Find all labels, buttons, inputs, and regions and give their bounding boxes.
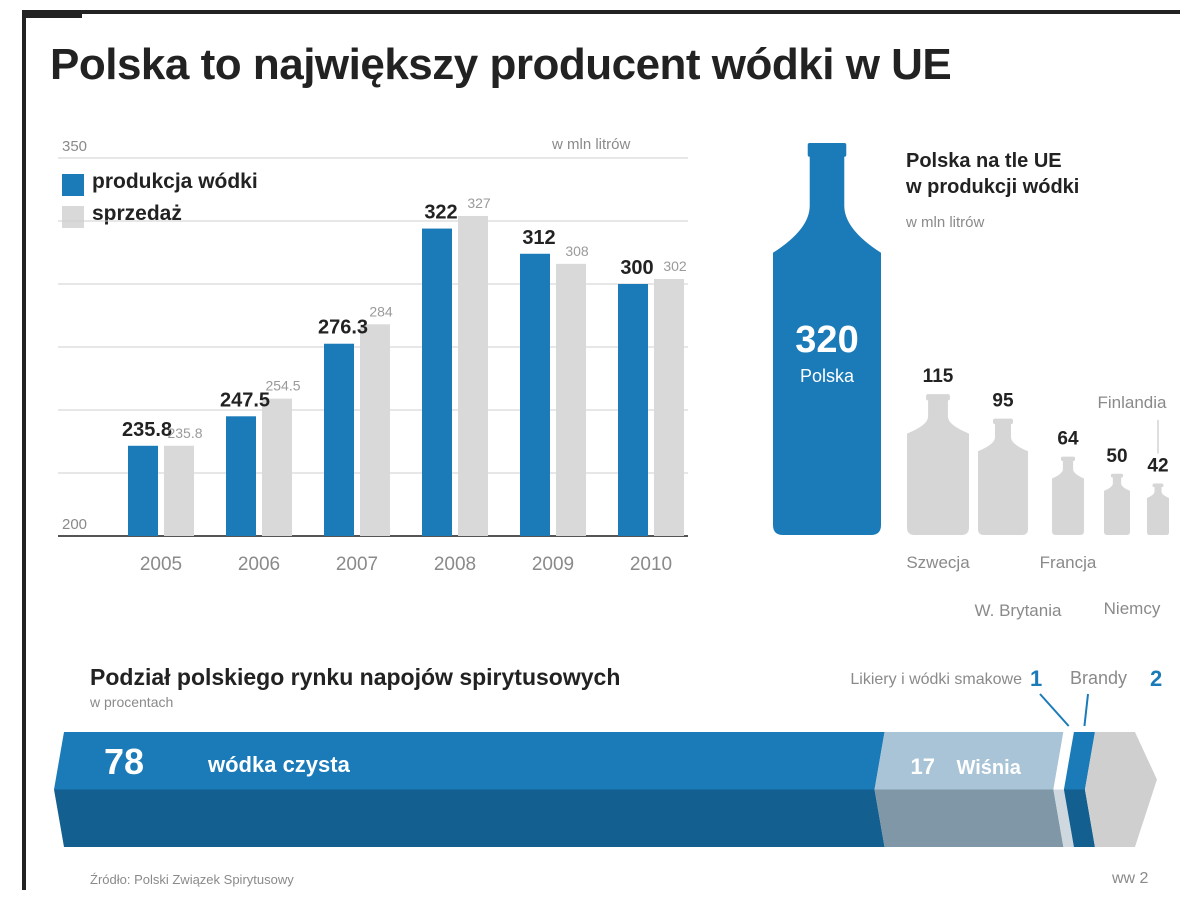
segment-w-dka-czysta: [54, 732, 885, 790]
x-tick-label-2008: 2008: [434, 554, 476, 575]
category-label-francja: Francja: [1040, 553, 1097, 572]
data-label-francja: 64: [1057, 429, 1079, 450]
data-label-production-2010: 300: [620, 257, 653, 279]
chart2-unit-label: w mln litrów: [906, 214, 985, 231]
legend-swatch-production: [62, 174, 84, 196]
credit-note: ww 2: [1112, 870, 1149, 887]
segment-brandy: [1063, 732, 1095, 790]
data-label-production-2008: 322: [424, 202, 457, 224]
data-label-niemcy: 50: [1106, 446, 1127, 467]
bar-sales-2008: [458, 215, 488, 536]
segment-likiery-i-w-dki-smakowe-shade: [1053, 789, 1074, 847]
market-split-chart: 78 wódka czysta 17 Wiśnia Likiery i wódki sm…: [54, 666, 1162, 847]
category-label-szwecja: Szwecja: [906, 553, 970, 572]
bottle-francja-cap: [1060, 456, 1076, 461]
segment-brandy-shade: [1063, 789, 1095, 847]
data-label-production-2009: 312: [522, 227, 555, 249]
data-label-production-2006: 247.5: [220, 389, 270, 411]
eu-bottles-chart: 320 Polska 115 95 64 50 42 Szwecja W. Brytania Fr…: [773, 143, 1169, 620]
data-label-sales-2010: 302: [663, 258, 687, 274]
data-label-sales-2005: 235.8: [167, 425, 202, 441]
chart3-title: Podział polskiego rynku napojów spirytus…: [90, 664, 621, 690]
chart2-title-line2: w produkcji wódki: [906, 176, 1080, 198]
category-label-finlandia: Finlandia: [1098, 393, 1168, 412]
bottle-finlandia: [1147, 485, 1169, 535]
segment-wi-nia-shade: [874, 789, 1064, 847]
bar-production-2010: [618, 284, 648, 536]
data-label-production-2005: 235.8: [122, 419, 172, 441]
segment-w-dka-czysta-shade: [54, 789, 885, 847]
page-title: Polska to największy producent wódki w U…: [50, 40, 952, 89]
frame-top-rule: [22, 10, 1180, 14]
bar-sales-2005: [164, 445, 194, 536]
frame-corner-notch: [22, 10, 82, 18]
chart3-unit-label: w procentach: [90, 694, 174, 710]
bar-sales-2010: [654, 278, 684, 536]
bottle-niemcy: [1104, 475, 1130, 535]
bar-production-2005: [128, 445, 158, 536]
data-label-w-brytania: 95: [992, 391, 1014, 412]
data-label-wodka-czysta: 78: [104, 741, 144, 782]
legend-label-sales: sprzedaż: [92, 202, 182, 225]
bottle-niemcy-cap: [1110, 473, 1124, 478]
bar-production-2008: [422, 228, 452, 536]
category-label-likiery: Likiery i wódki smakowe: [850, 671, 1022, 688]
x-tick-label-2009: 2009: [532, 554, 574, 575]
y-axis-bottom-label: 200: [62, 516, 88, 533]
data-label-szwecja: 115: [923, 366, 954, 387]
category-label-brandy: Brandy: [1070, 668, 1127, 688]
pointer-likiery: [1039, 693, 1070, 727]
data-label-production-2007: 276.3: [318, 317, 368, 339]
bottle-w-brytania-cap: [993, 418, 1013, 425]
x-tick-label-2007: 2007: [336, 554, 378, 575]
legend-swatch-sales: [62, 206, 84, 228]
bar-sales-2006: [262, 398, 292, 536]
bar-production-2009: [520, 253, 550, 536]
data-label-likiery: 1: [1030, 666, 1042, 691]
category-label-niemcy: Niemcy: [1104, 599, 1161, 618]
frame-left-rule: [22, 10, 26, 890]
chart2-title-line1: Polska na tle UE: [906, 150, 1062, 172]
chart1-unit-label: w mln litrów: [552, 136, 631, 153]
segment-wi-nia: [874, 732, 1064, 790]
category-label-wodka-czysta: wódka czysta: [207, 752, 351, 777]
x-tick-label-2010: 2010: [630, 554, 672, 575]
data-label-polska: 320: [795, 319, 858, 361]
pointer-brandy: [1083, 693, 1089, 727]
bar-production-2006: [226, 416, 256, 536]
data-label-sales-2006: 254.5: [265, 378, 300, 394]
bar-sales-2009: [556, 263, 586, 536]
bottle-szwecja-cap: [926, 394, 950, 401]
bar-sales-2007: [360, 324, 390, 536]
source-note: Źródło: Polski Związek Spirytusowy: [90, 872, 294, 887]
bottle-polska: [773, 154, 881, 535]
bottle-szwecja: [907, 398, 969, 535]
legend-label-production: produkcja wódki: [92, 170, 258, 193]
category-label-wisnia: Wiśnia: [957, 757, 1022, 779]
y-axis-top-label: 350: [62, 138, 88, 155]
data-label-sales-2008: 327: [467, 195, 491, 211]
data-label-sales-2009: 308: [565, 243, 589, 259]
data-label-brandy: 2: [1150, 666, 1162, 691]
bar-production-2007: [324, 343, 354, 536]
data-label-finlandia: 42: [1147, 456, 1168, 477]
segment-likiery-i-w-dki-smakowe: [1053, 732, 1074, 790]
bottle-polska-cap: [807, 143, 847, 157]
data-label-sales-2007: 284: [369, 303, 393, 319]
bottle-finlandia-cap: [1152, 483, 1164, 488]
x-tick-label-2006: 2006: [238, 554, 280, 575]
bottle-w-brytania: [978, 422, 1028, 535]
category-label-polska: Polska: [800, 366, 855, 386]
bar-end-cap: [1084, 732, 1157, 847]
data-label-wisnia: 17: [911, 754, 935, 779]
x-tick-label-2005: 2005: [140, 554, 182, 575]
category-label-w-brytania: W. Brytania: [975, 601, 1062, 620]
bottle-francja: [1052, 458, 1084, 535]
